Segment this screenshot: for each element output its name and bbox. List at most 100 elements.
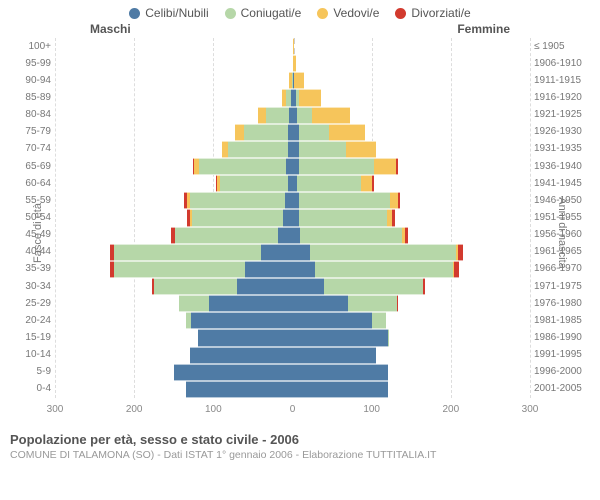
bar-seg-single [293, 312, 372, 329]
legend-swatch [317, 8, 328, 19]
birth-label: 1921-1925 [534, 110, 596, 120]
birth-label: 1911-1915 [534, 76, 596, 86]
x-tick: 300 [47, 404, 64, 415]
legend-swatch [225, 8, 236, 19]
bar-seg-widowed [374, 158, 396, 175]
age-label: 30-34 [7, 282, 51, 292]
female-half [293, 124, 531, 141]
age-row: 65-691936-1940 [55, 158, 530, 175]
age-row: 30-341971-1975 [55, 278, 530, 295]
age-row: 50-541951-1955 [55, 209, 530, 226]
age-label: 75-79 [7, 127, 51, 137]
x-axis: 3002001000100200300 [55, 400, 530, 420]
bar-seg-married [244, 124, 288, 141]
female-half [293, 295, 531, 312]
birth-label: 2001-2005 [534, 384, 596, 394]
bar-seg-married [154, 278, 237, 295]
male-half [55, 227, 293, 244]
legend: Celibi/NubiliConiugati/eVedovi/eDivorzia… [0, 0, 600, 22]
female-half [293, 38, 531, 55]
bar-seg-single [209, 295, 292, 312]
birth-label: 1986-1990 [534, 333, 596, 343]
x-tick: 200 [442, 404, 459, 415]
bar-seg-divorced [392, 209, 394, 226]
female-half [293, 192, 531, 209]
bar-seg-widowed [258, 107, 266, 124]
bar-seg-married [324, 278, 423, 295]
legend-swatch [395, 8, 406, 19]
bar-seg-married [299, 124, 329, 141]
bar-seg-married [299, 209, 388, 226]
birth-label: 1946-1950 [534, 196, 596, 206]
bar-seg-divorced [458, 244, 463, 261]
footer: Popolazione per età, sesso e stato civil… [0, 428, 600, 461]
age-row: 20-241981-1985 [55, 312, 530, 329]
age-label: 35-39 [7, 264, 51, 274]
bar-seg-single [186, 381, 293, 398]
rows-container: 100+≤ 190595-991906-191090-941911-191585… [55, 38, 530, 398]
age-row: 90-941911-1915 [55, 72, 530, 89]
bar-seg-married [179, 295, 209, 312]
bar-seg-divorced [372, 175, 374, 192]
bar-seg-married [192, 209, 283, 226]
age-label: 55-59 [7, 196, 51, 206]
bar-seg-single [190, 347, 293, 364]
chart-area: Fasce di età Anni di nascita 100+≤ 19059… [0, 38, 600, 428]
birth-label: 1931-1935 [534, 144, 596, 154]
age-row: 85-891916-1920 [55, 89, 530, 106]
female-half [293, 244, 531, 261]
bar-seg-married [299, 192, 390, 209]
age-row: 25-291976-1980 [55, 295, 530, 312]
female-half [293, 209, 531, 226]
legend-item: Vedovi/e [317, 6, 379, 20]
age-row: 0-42001-2005 [55, 381, 530, 398]
bar-seg-single [293, 364, 388, 381]
male-half [55, 158, 293, 175]
female-half [293, 381, 531, 398]
female-half [293, 158, 531, 175]
age-label: 85-89 [7, 93, 51, 103]
age-label: 60-64 [7, 179, 51, 189]
birth-label: 1981-1985 [534, 316, 596, 326]
male-half [55, 141, 293, 158]
female-half [293, 261, 531, 278]
age-row: 5-91996-2000 [55, 364, 530, 381]
male-half [55, 38, 293, 55]
age-label: 70-74 [7, 144, 51, 154]
male-half [55, 89, 293, 106]
male-half [55, 347, 293, 364]
female-half [293, 141, 531, 158]
bar-seg-divorced [454, 261, 459, 278]
legend-label: Celibi/Nubili [145, 6, 208, 20]
female-half [293, 347, 531, 364]
birth-label: 1971-1975 [534, 282, 596, 292]
bar-seg-married [310, 244, 456, 261]
male-half [55, 209, 293, 226]
bar-seg-single [293, 329, 388, 346]
legend-label: Vedovi/e [333, 6, 379, 20]
birth-label: 1941-1945 [534, 179, 596, 189]
age-row: 10-141991-1995 [55, 347, 530, 364]
grid-line [530, 38, 531, 398]
bar-seg-single [237, 278, 292, 295]
age-label: 0-4 [7, 384, 51, 394]
bar-seg-single [293, 347, 376, 364]
male-half [55, 192, 293, 209]
bar-seg-widowed [346, 141, 376, 158]
bar-seg-single [293, 381, 388, 398]
age-row: 95-991906-1910 [55, 55, 530, 72]
age-row: 45-491956-1960 [55, 227, 530, 244]
birth-label: 1996-2000 [534, 367, 596, 377]
bar-seg-single [191, 312, 292, 329]
age-row: 15-191986-1990 [55, 329, 530, 346]
bar-seg-married [199, 158, 286, 175]
x-tick: 300 [522, 404, 539, 415]
x-tick: 0 [290, 404, 296, 415]
birth-label: 1906-1910 [534, 59, 596, 69]
bar-seg-married [228, 141, 287, 158]
age-row: 75-791926-1930 [55, 124, 530, 141]
x-tick: 200 [126, 404, 143, 415]
age-label: 90-94 [7, 76, 51, 86]
birth-label: 1966-1970 [534, 264, 596, 274]
female-half [293, 175, 531, 192]
